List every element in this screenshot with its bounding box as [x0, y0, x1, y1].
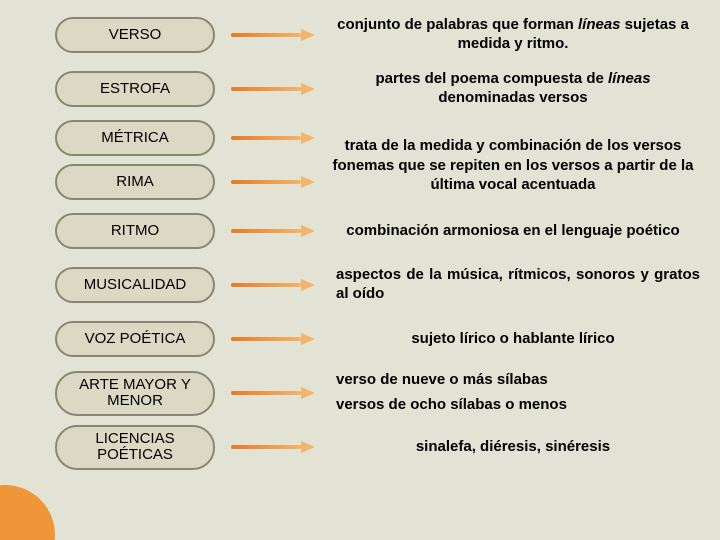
def-text-b: denominadas versos — [438, 89, 587, 106]
def-text-a: partes del poema compuesta de — [375, 70, 608, 87]
label-wrap: VERSO — [50, 17, 220, 54]
label-wrap: ESTROFA — [50, 71, 220, 108]
row-rima: RIMA fonemas que se repiten en los verso… — [50, 162, 700, 202]
definition-licencias: sinalefa, diéresis, sinéresis — [326, 438, 700, 457]
arrow — [228, 225, 318, 237]
pill-estrofa: ESTROFA — [55, 71, 215, 108]
definition-rima: fonemas que se repiten en los versos a p… — [326, 157, 700, 195]
definition-voz: sujeto lírico o hablante lírico — [326, 330, 700, 349]
row-metrica: MÉTRICA trata de la medida y combinación… — [50, 118, 700, 158]
row-licencias: LICENCIAS POÉTICAS sinalefa, diéresis, s… — [50, 422, 700, 472]
pill-voz: VOZ POÉTICA — [55, 321, 215, 358]
arrow — [228, 132, 318, 144]
row-musicalidad: MUSICALIDAD aspectos de la música, rítmi… — [50, 260, 700, 310]
def-text-i: líneas — [608, 70, 651, 87]
pill-rima: RIMA — [55, 164, 215, 201]
pill-licencias: LICENCIAS POÉTICAS — [55, 425, 215, 470]
corner-circle — [0, 485, 55, 540]
row-verso: VERSO conjunto de palabras que forman lí… — [50, 10, 700, 60]
def-arte-2: versos de ocho sílabas o menos — [336, 396, 700, 415]
definition-estrofa: partes del poema compuesta de líneas den… — [326, 70, 700, 108]
label-wrap: VOZ POÉTICA — [50, 321, 220, 358]
arrow — [228, 83, 318, 95]
pill-metrica: MÉTRICA — [55, 120, 215, 157]
arrow — [228, 441, 318, 453]
label-wrap: RITMO — [50, 213, 220, 250]
row-estrofa: ESTROFA partes del poema compuesta de lí… — [50, 64, 700, 114]
label-wrap: ARTE MAYOR Y MENOR — [50, 371, 220, 416]
diagram-page: VERSO conjunto de palabras que forman lí… — [0, 0, 720, 540]
def-arte-1: verso de nueve o más sílabas — [336, 371, 700, 390]
row-ritmo: RITMO combinación armoniosa en el lengua… — [50, 206, 700, 256]
definition-ritmo: combinación armoniosa en el lenguaje poé… — [326, 222, 700, 241]
definition-musicalidad: aspectos de la música, rítmicos, sonoros… — [326, 266, 700, 304]
label-wrap: LICENCIAS POÉTICAS — [50, 425, 220, 470]
pill-ritmo: RITMO — [55, 213, 215, 250]
row-arte: ARTE MAYOR Y MENOR verso de nueve o más … — [50, 368, 700, 418]
pill-musicalidad: MUSICALIDAD — [55, 267, 215, 304]
label-wrap: MÉTRICA — [50, 120, 220, 157]
def-text-i: líneas — [578, 16, 621, 33]
label-wrap: RIMA — [50, 164, 220, 201]
row-voz: VOZ POÉTICA sujeto lírico o hablante lír… — [50, 314, 700, 364]
arrow — [228, 176, 318, 188]
pill-verso: VERSO — [55, 17, 215, 54]
label-wrap: MUSICALIDAD — [50, 267, 220, 304]
pill-arte: ARTE MAYOR Y MENOR — [55, 371, 215, 416]
arrow — [228, 279, 318, 291]
definition-arte: verso de nueve o más sílabas versos de o… — [326, 371, 700, 415]
arrow — [228, 333, 318, 345]
definition-verso: conjunto de palabras que forman líneas s… — [326, 16, 700, 54]
arrow — [228, 29, 318, 41]
content: VERSO conjunto de palabras que forman lí… — [0, 0, 720, 492]
definition-metrica: trata de la medida y combinación de los … — [326, 137, 700, 156]
def-text-a: conjunto de palabras que forman — [337, 16, 578, 33]
arrow — [228, 387, 318, 399]
